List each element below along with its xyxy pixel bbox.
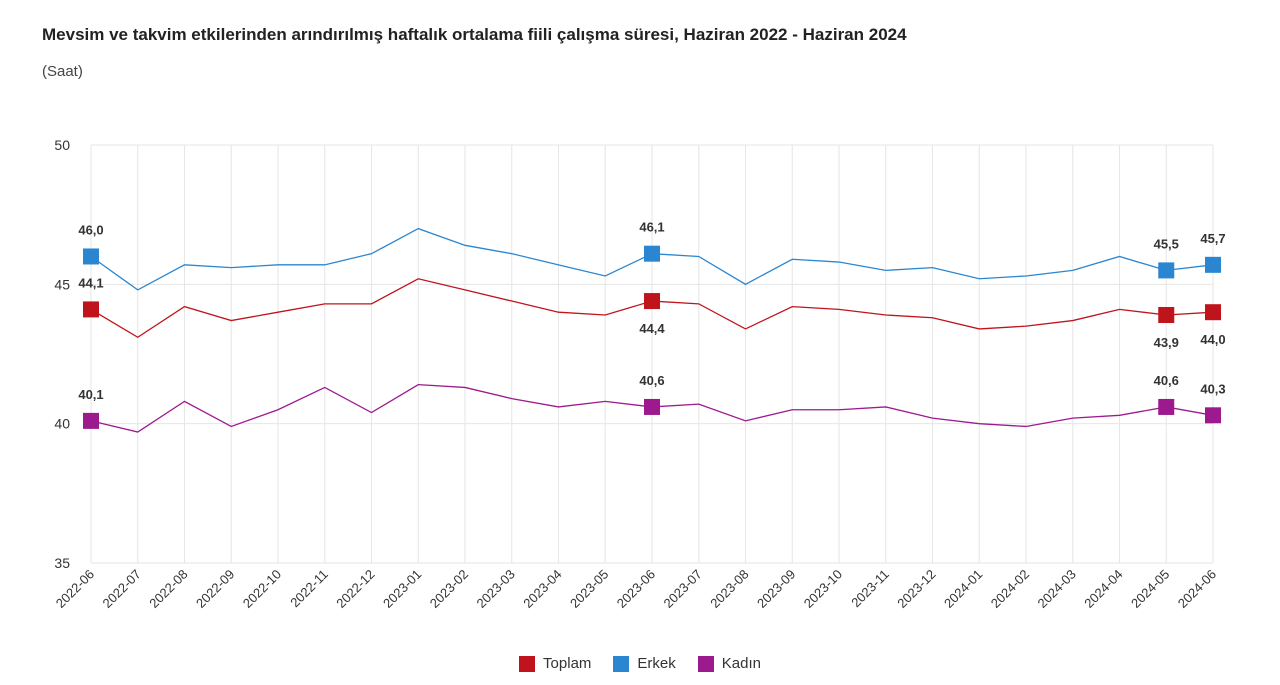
data-label: 45,7 — [1200, 231, 1225, 246]
data-marker — [83, 412, 99, 429]
x-tick-label: 2022-08 — [146, 567, 190, 611]
x-tick-label: 2024-04 — [1081, 567, 1125, 611]
legend-swatch — [613, 655, 630, 672]
data-label: 45,5 — [1154, 236, 1179, 251]
data-label: 44,4 — [639, 321, 665, 336]
data-marker — [1205, 304, 1221, 321]
data-label: 46,1 — [639, 220, 664, 235]
legend-item-kadin[interactable]: Kadın — [697, 655, 761, 672]
x-tick-label: 2023-06 — [614, 567, 658, 611]
legend-label: Toplam — [543, 655, 592, 672]
data-marker — [644, 245, 660, 262]
x-tick-label: 2023-02 — [427, 567, 471, 611]
data-label: 44,0 — [1200, 332, 1225, 347]
x-tick-label: 2023-12 — [894, 567, 938, 611]
x-tick-label: 2024-03 — [1035, 567, 1079, 611]
data-label: 43,9 — [1154, 335, 1179, 350]
x-tick-label: 2023-07 — [661, 567, 705, 611]
x-tick-label: 2022-12 — [333, 567, 377, 611]
legend-item-erkek[interactable]: Erkek — [613, 655, 676, 672]
x-tick-label: 2023-03 — [474, 567, 518, 611]
x-tick-label: 2023-08 — [707, 567, 751, 611]
x-tick-label: 2024-05 — [1128, 567, 1172, 611]
x-tick-label: 2022-06 — [53, 567, 97, 611]
x-tick-label: 2024-06 — [1175, 567, 1219, 611]
y-tick-label: 50 — [54, 137, 70, 153]
chart-subtitle: (Saat) — [42, 63, 83, 80]
x-tick-label: 2023-09 — [754, 567, 798, 611]
data-label: 40,6 — [1154, 373, 1179, 388]
data-marker — [1205, 256, 1221, 273]
x-tick-label: 2023-04 — [520, 567, 564, 611]
x-tick-label: 2023-05 — [567, 567, 611, 611]
x-tick-label: 2022-10 — [240, 567, 284, 611]
data-label: 40,6 — [639, 373, 664, 388]
x-tick-label: 2024-01 — [941, 567, 985, 611]
legend-swatch — [519, 655, 536, 672]
x-tick-label: 2022-11 — [287, 567, 331, 611]
chart-title: Mevsim ve takvim etkilerinden arındırılm… — [42, 25, 907, 44]
data-label: 46,0 — [78, 222, 103, 237]
y-tick-label: 35 — [54, 555, 70, 571]
legend-label: Kadın — [721, 655, 761, 672]
data-marker — [1205, 407, 1221, 424]
legend: Toplam Erkek Kadın — [0, 655, 1280, 672]
data-marker — [83, 301, 99, 318]
data-marker — [1158, 398, 1175, 415]
y-tick-label: 45 — [54, 276, 70, 292]
legend-swatch — [697, 655, 714, 672]
x-tick-label: 2023-10 — [801, 567, 845, 611]
x-tick-label: 2024-02 — [988, 567, 1032, 611]
x-tick-label: 2022-09 — [193, 567, 237, 611]
x-tick-label: 2023-01 — [380, 567, 424, 611]
legend-item-toplam[interactable]: Toplam — [519, 655, 591, 672]
data-label: 40,3 — [1200, 381, 1225, 396]
data-marker — [1158, 262, 1175, 279]
data-marker — [83, 248, 99, 265]
data-marker — [1158, 306, 1175, 323]
legend-label: Erkek — [637, 655, 676, 672]
data-marker — [644, 293, 660, 310]
y-tick-label: 40 — [54, 416, 70, 432]
data-label: 40,1 — [78, 387, 103, 402]
data-marker — [644, 398, 660, 415]
data-label: 44,1 — [78, 275, 103, 290]
x-tick-label: 2022-07 — [100, 567, 144, 611]
x-tick-label: 2023-11 — [848, 567, 892, 611]
